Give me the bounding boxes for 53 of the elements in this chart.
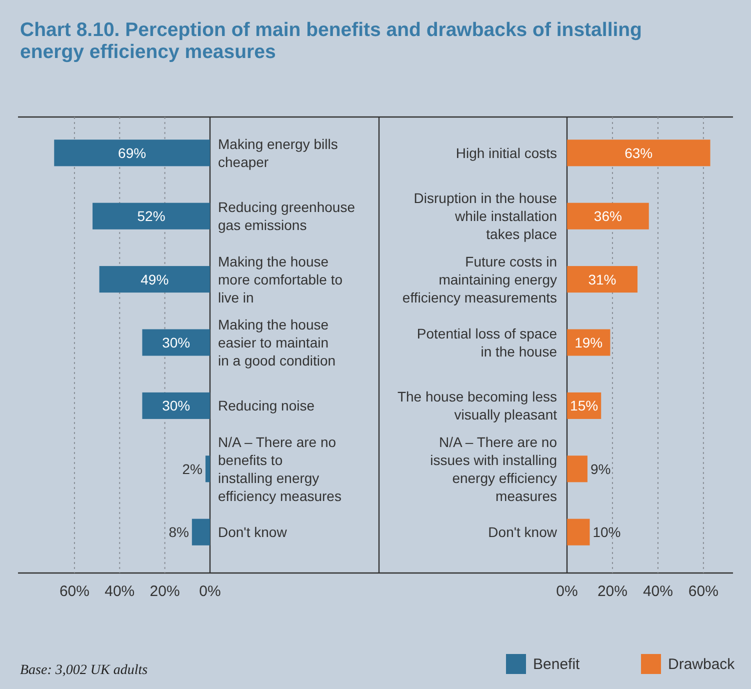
data-label: 8% [168, 524, 189, 540]
y-tick-label: N/A – There are no benefits to installing energy efficiency measures [218, 434, 342, 504]
x-tick-label: 40% [104, 583, 135, 600]
bar [205, 456, 210, 482]
data-label: 30% [162, 334, 190, 350]
y-tick-label: Making the house easier to maintain in a good condition [218, 316, 336, 368]
data-label: 30% [162, 398, 190, 414]
data-label: 52% [137, 208, 166, 224]
data-label: 36% [594, 208, 622, 224]
x-tick-label: 60% [688, 583, 718, 600]
bar [99, 266, 210, 293]
data-label: 9% [590, 460, 611, 477]
legend-label: Benefit [533, 656, 581, 673]
y-tick-label: Disruption in the house while installation takes place [414, 190, 558, 242]
bar [92, 202, 210, 230]
bar [567, 266, 638, 293]
y-tick-label: High initial costs [456, 144, 557, 161]
bar [142, 392, 210, 419]
x-tick-label: 40% [642, 583, 673, 600]
y-tick-label: Future costs in maintaining energy efficiency measurements [402, 253, 557, 306]
bar [192, 518, 210, 546]
bar [567, 329, 610, 356]
data-label: 31% [588, 271, 616, 288]
x-tick-label: 20% [597, 583, 628, 600]
x-tick-label: 60% [59, 583, 90, 600]
bar [567, 518, 590, 546]
y-tick-label: Don't know [488, 524, 558, 540]
data-label: 19% [574, 334, 603, 350]
bar [54, 140, 210, 166]
y-tick-label: Making energy bills cheaper [218, 136, 338, 170]
y-tick-label: Don't know [218, 524, 288, 540]
data-label: 15% [570, 398, 598, 414]
bar [142, 329, 210, 356]
data-label: 69% [118, 144, 146, 161]
bar [567, 140, 710, 166]
bar [567, 456, 588, 482]
y-tick-label: Making the house more comfortable to live in [218, 253, 343, 306]
y-tick-label: Reducing noise [218, 398, 315, 414]
y-tick-label: The house becoming less visually pleasant [397, 388, 558, 423]
y-tick-label: N/A – There are no issues with installing energy efficiency measures [430, 434, 558, 504]
data-label: 2% [182, 460, 202, 477]
x-tick-label: 0% [199, 583, 221, 600]
x-tick-label: 0% [556, 583, 578, 600]
text: Base: 3,002 UK adults [20, 663, 148, 678]
data-label: 49% [140, 271, 169, 288]
y-tick-label: Reducing greenhouse gas emissions [218, 199, 356, 234]
y-tick-label: Potential loss of space in the house [416, 326, 558, 360]
legend-label: Drawback [668, 656, 736, 673]
text: Chart 8.10. Perception of main benefits and drawbacks of installing energy efficiency measures [20, 19, 642, 63]
data-label: 10% [592, 524, 621, 540]
data-label: 63% [624, 144, 653, 161]
bar [567, 202, 649, 230]
x-tick-label: 20% [150, 583, 180, 600]
